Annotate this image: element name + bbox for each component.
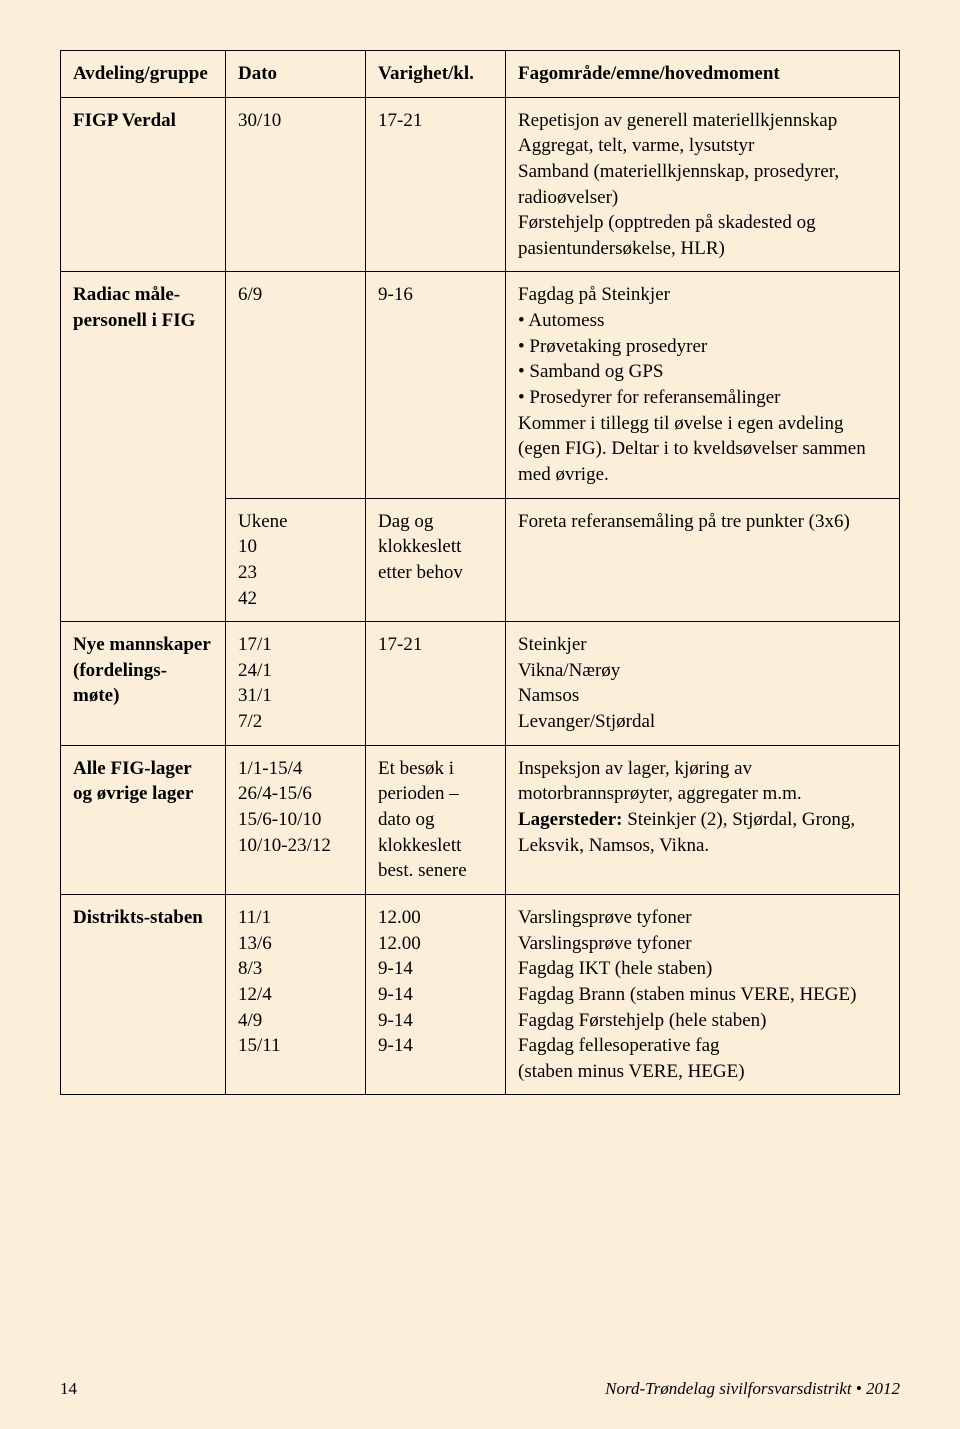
schedule-table: Avdeling/gruppe Dato Varighet/kl. Fagomr…: [60, 50, 900, 1095]
group-label: FIGP Verdal: [73, 110, 176, 131]
group-label: Nye mannskaper (fordelings-møte): [73, 634, 210, 706]
cell-date: 6/9: [226, 272, 366, 498]
cell-date: 11/1 13/6 8/3 12/4 4/9 15/11: [226, 894, 366, 1094]
page-footer: 14 Nord-Trøndelag sivilforsvarsdistrikt …: [60, 1379, 900, 1399]
cell-desc: Varslingsprøve tyfoner Varslingsprøve ty…: [506, 894, 900, 1094]
group-label: Distrikts-staben: [73, 907, 203, 928]
group-label: Alle FIG-lager og øvrige lager: [73, 758, 193, 805]
table-row: Nye mannskaper (fordelings-møte) 17/1 24…: [61, 622, 900, 746]
cell-date: 17/1 24/1 31/1 7/2: [226, 622, 366, 746]
cell-dur: 9-16: [366, 272, 506, 498]
footer-title: Nord-Trøndelag sivilforsvarsdistrikt • 2…: [605, 1379, 900, 1399]
cell-date: 1/1-15/4 26/4-15/6 15/6-10/10 10/10-23/1…: [226, 745, 366, 894]
cell-desc: Foreta referansemåling på tre punkter (3…: [506, 498, 900, 622]
cell-desc: Fagdag på Steinkjer Automess Prøvetaking…: [506, 272, 900, 498]
page-number: 14: [60, 1379, 77, 1399]
cell-dur: Et besøk i perioden – dato og klokkeslet…: [366, 745, 506, 894]
cell-desc: Steinkjer Vikna/Nærøy Namsos Levanger/St…: [506, 622, 900, 746]
table-row: Alle FIG-lager og øvrige lager 1/1-15/4 …: [61, 745, 900, 894]
col-avdeling: Avdeling/gruppe: [61, 51, 226, 98]
cell-date: 30/10: [226, 97, 366, 272]
table-row: Radiac måle-personell i FIG 6/9 9-16 Fag…: [61, 272, 900, 498]
cell-desc: Repetisjon av generell materiellkjennska…: [506, 97, 900, 272]
group-label: Radiac måle-personell i FIG: [73, 284, 195, 331]
table-row: Distrikts-staben 11/1 13/6 8/3 12/4 4/9 …: [61, 894, 900, 1094]
cell-dur: 17-21: [366, 622, 506, 746]
cell-dur: Dag og klokkeslett etter behov: [366, 498, 506, 622]
col-fagomrade: Fagområde/emne/hovedmoment: [506, 51, 900, 98]
col-varighet: Varighet/kl.: [366, 51, 506, 98]
col-dato: Dato: [226, 51, 366, 98]
cell-dur: 12.00 12.00 9-14 9-14 9-14 9-14: [366, 894, 506, 1094]
cell-dur: 17-21: [366, 97, 506, 272]
cell-desc: Inspeksjon av lager, kjøring av motorbra…: [506, 745, 900, 894]
table-row: FIGP Verdal 30/10 17-21 Repetisjon av ge…: [61, 97, 900, 272]
cell-date: Ukene 10 23 42: [226, 498, 366, 622]
table-header-row: Avdeling/gruppe Dato Varighet/kl. Fagomr…: [61, 51, 900, 98]
